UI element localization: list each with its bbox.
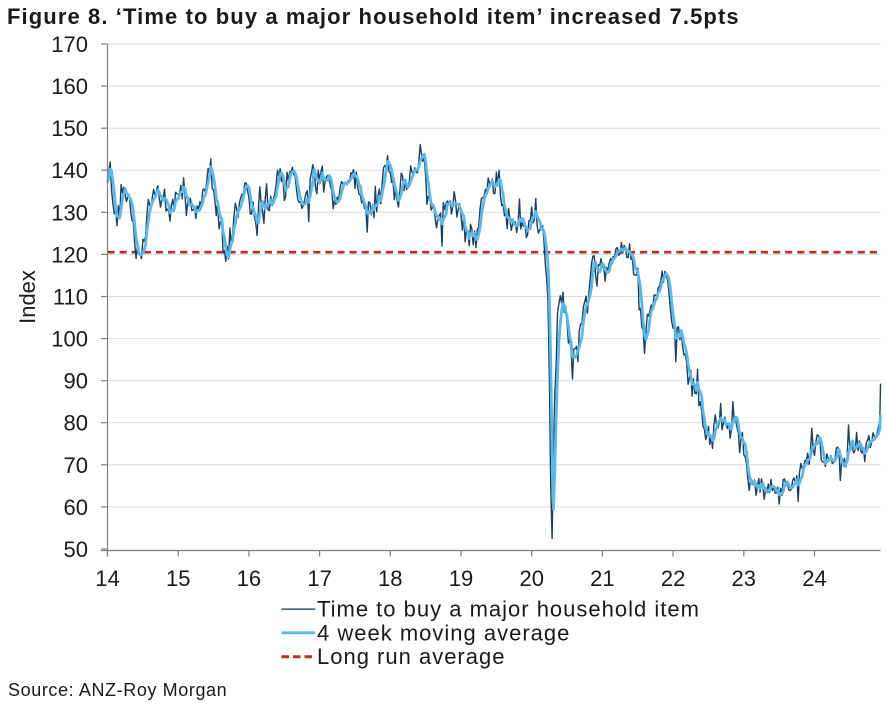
- svg-text:Figure 8. ‘Time to buy a major: Figure 8. ‘Time to buy a major household…: [7, 4, 740, 29]
- svg-text:15: 15: [166, 566, 190, 591]
- svg-text:16: 16: [237, 566, 261, 591]
- svg-text:Source: ANZ-Roy Morgan: Source: ANZ-Roy Morgan: [8, 680, 227, 700]
- svg-text:120: 120: [51, 242, 88, 267]
- svg-text:50: 50: [64, 537, 88, 562]
- svg-text:80: 80: [64, 411, 88, 436]
- svg-text:20: 20: [519, 566, 543, 591]
- svg-text:Long run average: Long run average: [317, 644, 505, 669]
- svg-text:Time to buy a major household: Time to buy a major household item: [317, 597, 700, 622]
- svg-text:130: 130: [51, 200, 88, 225]
- svg-text:4 week moving average: 4 week moving average: [317, 620, 570, 645]
- svg-text:90: 90: [64, 369, 88, 394]
- svg-text:170: 170: [51, 32, 88, 57]
- svg-text:100: 100: [51, 327, 88, 352]
- svg-text:150: 150: [51, 116, 88, 141]
- svg-text:18: 18: [378, 566, 402, 591]
- svg-text:19: 19: [449, 566, 473, 591]
- svg-text:21: 21: [590, 566, 614, 591]
- svg-text:60: 60: [64, 495, 88, 520]
- svg-text:24: 24: [802, 566, 826, 591]
- svg-text:Index: Index: [15, 270, 40, 324]
- svg-text:160: 160: [51, 74, 88, 99]
- svg-text:17: 17: [307, 566, 331, 591]
- svg-text:70: 70: [64, 453, 88, 478]
- svg-text:140: 140: [51, 158, 88, 183]
- svg-text:22: 22: [661, 566, 685, 591]
- svg-text:23: 23: [732, 566, 756, 591]
- svg-text:14: 14: [95, 566, 119, 591]
- svg-text:110: 110: [53, 285, 88, 310]
